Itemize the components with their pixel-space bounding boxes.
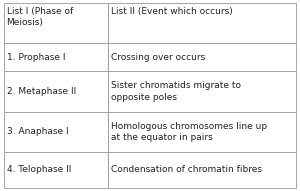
Bar (4, 43, 107, 71)
Bar (107, 152, 296, 188)
Bar (107, 71, 296, 112)
Bar (4, 71, 107, 112)
Bar (107, 43, 296, 71)
Bar (4, 112, 107, 152)
Bar (4, 3, 107, 43)
Text: List I (Phase of
Meiosis): List I (Phase of Meiosis) (7, 7, 73, 27)
Text: Sister chromatids migrate to
opposite poles: Sister chromatids migrate to opposite po… (110, 81, 241, 102)
Text: 4. Telophase II: 4. Telophase II (7, 165, 71, 174)
Text: 3. Anaphase I: 3. Anaphase I (7, 127, 68, 136)
Text: Crossing over occurs: Crossing over occurs (110, 53, 205, 62)
Bar (107, 112, 296, 152)
Text: Homologous chromosomes line up
at the equator in pairs: Homologous chromosomes line up at the eq… (110, 122, 267, 142)
Text: 2. Metaphase II: 2. Metaphase II (7, 87, 76, 96)
Text: Condensation of chromatin fibres: Condensation of chromatin fibres (110, 165, 262, 174)
Text: List II (Event which occurs): List II (Event which occurs) (110, 7, 232, 16)
Text: 1. Prophase I: 1. Prophase I (7, 53, 65, 62)
Bar (107, 3, 296, 43)
Bar (4, 152, 107, 188)
